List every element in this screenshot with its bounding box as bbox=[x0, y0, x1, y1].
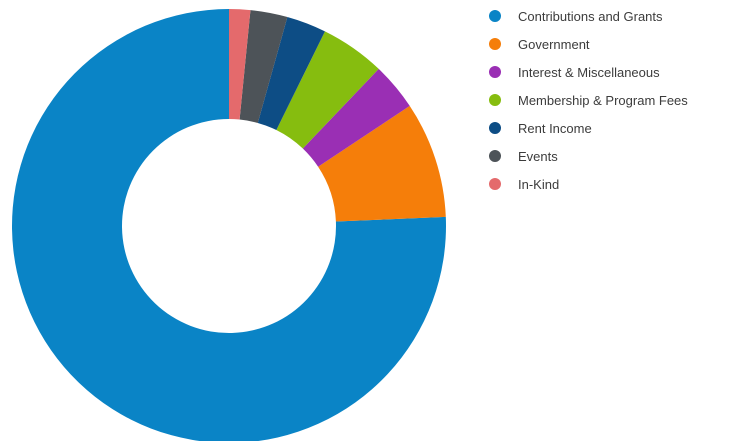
legend-label: In-Kind bbox=[518, 176, 560, 192]
slice-rent-income[interactable] bbox=[257, 16, 325, 131]
slice-membership-and-program-fees[interactable] bbox=[276, 31, 379, 149]
legend-item-government[interactable]: Government bbox=[489, 30, 729, 58]
legend-swatch bbox=[489, 178, 501, 190]
legend-swatch bbox=[489, 122, 501, 134]
legend-swatch bbox=[489, 66, 501, 78]
legend-label: Government bbox=[518, 36, 590, 52]
slice-in-kind[interactable] bbox=[229, 9, 251, 120]
legend-label: Rent Income bbox=[518, 120, 592, 136]
legend-swatch bbox=[489, 10, 501, 22]
legend-item-in-kind[interactable]: In-Kind bbox=[489, 170, 729, 198]
slice-events[interactable] bbox=[239, 10, 288, 123]
legend-label: Interest & Miscellaneous bbox=[518, 64, 660, 80]
legend-item-events[interactable]: Events bbox=[489, 142, 729, 170]
slice-contributions-and-grants[interactable] bbox=[12, 9, 446, 441]
slice-government[interactable] bbox=[318, 105, 446, 222]
chart-legend: Contributions and Grants Government Intere… bbox=[489, 2, 729, 198]
legend-label: Events bbox=[518, 148, 558, 164]
legend-label: Contributions and Grants bbox=[518, 8, 663, 24]
legend-label: Membership & Program Fees bbox=[518, 92, 688, 108]
legend-swatch bbox=[489, 94, 501, 106]
legend-swatch bbox=[489, 150, 501, 162]
legend-item-rent-income[interactable]: Rent Income bbox=[489, 114, 729, 142]
legend-item-membership-and-program-fees[interactable]: Membership & Program Fees bbox=[489, 86, 729, 114]
legend-item-contributions-and-grants[interactable]: Contributions and Grants bbox=[489, 2, 729, 30]
legend-swatch bbox=[489, 38, 501, 50]
slice-interest-and-miscellaneous[interactable] bbox=[302, 68, 410, 167]
legend-item-interest-and-miscellaneous[interactable]: Interest & Miscellaneous bbox=[489, 58, 729, 86]
donut-chart bbox=[12, 9, 446, 441]
